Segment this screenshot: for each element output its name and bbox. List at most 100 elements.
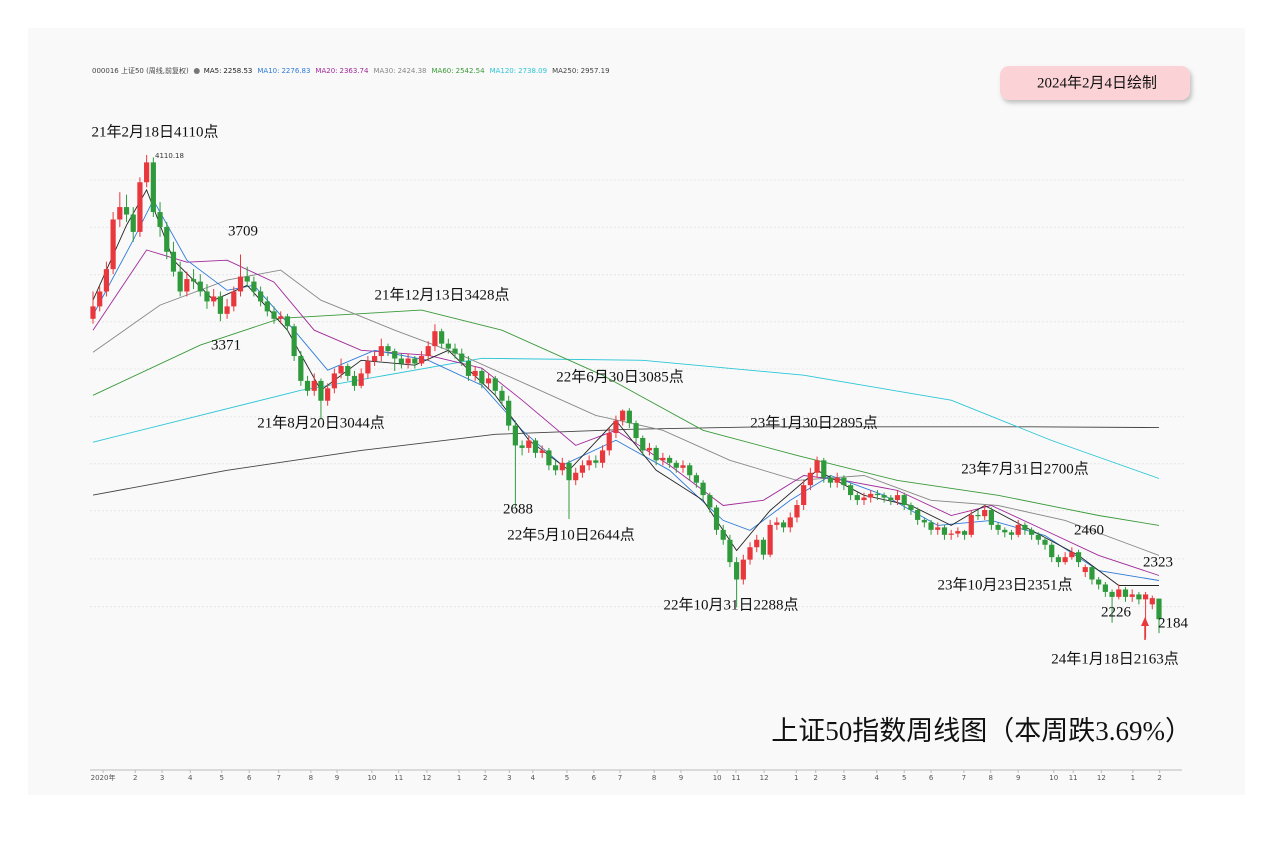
candle-body <box>680 465 686 468</box>
candle-body <box>479 370 485 384</box>
legend-label: MA5: <box>204 67 222 75</box>
candle-body <box>1089 567 1095 580</box>
annotation: 2323 <box>1143 554 1173 570</box>
x-tick-label: 3 <box>507 774 511 782</box>
candle-body <box>573 472 579 481</box>
candle-body <box>338 365 344 374</box>
candle-body <box>499 390 505 401</box>
candle-body <box>418 356 425 364</box>
candle-body <box>1069 552 1075 558</box>
candle-body <box>371 356 378 362</box>
x-tick-label: 12 <box>422 774 431 782</box>
candle-body <box>164 226 170 252</box>
x-tick-label: 2 <box>133 774 137 782</box>
x-tick-label: 1 <box>794 774 798 782</box>
candle-body <box>1142 594 1149 600</box>
candle-body <box>412 358 418 364</box>
x-tick-label: 4 <box>875 774 880 782</box>
candle-body <box>827 477 834 483</box>
arrow-head <box>1141 617 1149 626</box>
candle-body <box>955 531 961 534</box>
legend-label: MA120: <box>490 67 517 75</box>
candle-body <box>1042 539 1048 545</box>
candle-body <box>754 539 760 548</box>
candle-body <box>961 531 968 535</box>
annotation: 21年8月20日3044点 <box>257 414 385 431</box>
x-tick-label: 11 <box>394 774 403 782</box>
candle-body <box>1035 534 1041 540</box>
annotation: 23年10月23日2351点 <box>937 576 1072 593</box>
candle-body <box>144 162 150 183</box>
candle-body <box>646 447 653 451</box>
candle-body <box>1002 529 1008 533</box>
x-tick-label: 7 <box>618 774 622 782</box>
candle-body <box>841 477 847 486</box>
x-tick-label: 8 <box>988 774 992 782</box>
candle-body <box>298 356 304 381</box>
candle-body <box>97 291 103 307</box>
candle-body <box>472 370 478 376</box>
x-tick-label: 3 <box>842 774 846 782</box>
candle-body <box>237 276 244 292</box>
candle-body <box>948 533 954 535</box>
candle-body <box>331 373 337 389</box>
candle-body <box>928 522 934 530</box>
badge-text: 2024年2月4日绘制 <box>1037 74 1157 91</box>
candle-body <box>398 358 405 364</box>
candle-body <box>1149 598 1155 605</box>
candle-body <box>579 465 586 473</box>
legend-value: 2276.83 <box>281 67 310 75</box>
candle-body <box>1129 594 1135 597</box>
candle-body <box>767 524 773 555</box>
candle-body <box>1096 579 1102 585</box>
candle-body <box>217 296 223 314</box>
x-tick-label: 2020年 <box>91 773 116 782</box>
candle-body <box>968 514 974 535</box>
candle-body <box>445 343 451 349</box>
candle-body <box>874 493 881 496</box>
candle-body <box>1015 524 1021 535</box>
candle-body <box>392 351 398 359</box>
candle-body <box>774 522 780 525</box>
candle-body <box>673 462 679 468</box>
candle-body <box>311 380 317 391</box>
candle-body <box>593 460 599 463</box>
candle-body <box>915 509 921 520</box>
legend-value: 2363.74 <box>340 67 369 75</box>
candle-body <box>868 493 874 498</box>
candles <box>90 154 1162 639</box>
candle-body <box>861 497 867 501</box>
x-tick-label: 10 <box>1049 774 1058 782</box>
candle-body <box>211 296 217 302</box>
x-tick-label: 9 <box>1016 774 1020 782</box>
candle-body <box>807 472 813 486</box>
candle-body <box>1022 524 1028 530</box>
candle-body <box>425 346 431 357</box>
legend-label: MA20: <box>315 67 337 75</box>
candle-body <box>586 460 592 466</box>
candle-body <box>291 326 297 357</box>
legend-value: 2542.54 <box>456 67 485 75</box>
candle-body <box>512 425 518 446</box>
candle-body <box>1109 591 1115 597</box>
x-tick-label: 6 <box>592 774 597 782</box>
candle-body <box>921 519 927 523</box>
candle-body <box>1136 594 1142 600</box>
candle-body <box>432 331 438 347</box>
x-tick-label: 7 <box>276 774 280 782</box>
legend-icon <box>193 68 200 74</box>
labels: 2020年 2 3 4 5 6 7 8 9 10 11 12 1 2 3 4 5 6 7 8 9 10 11 12 1 2 3 4 5 6… <box>91 66 1189 782</box>
candle-body <box>747 547 753 560</box>
candle-body <box>700 482 706 496</box>
candle-body <box>1116 589 1122 597</box>
candle-body <box>666 457 673 463</box>
candle-body <box>284 316 291 327</box>
candle-body <box>988 509 994 525</box>
x-tick-label: 3 <box>160 774 164 782</box>
x-tick-label: 5 <box>219 774 223 782</box>
candle-body <box>539 450 545 453</box>
candle-body <box>452 348 458 354</box>
candle-body <box>660 457 666 461</box>
candle-body <box>794 505 800 518</box>
